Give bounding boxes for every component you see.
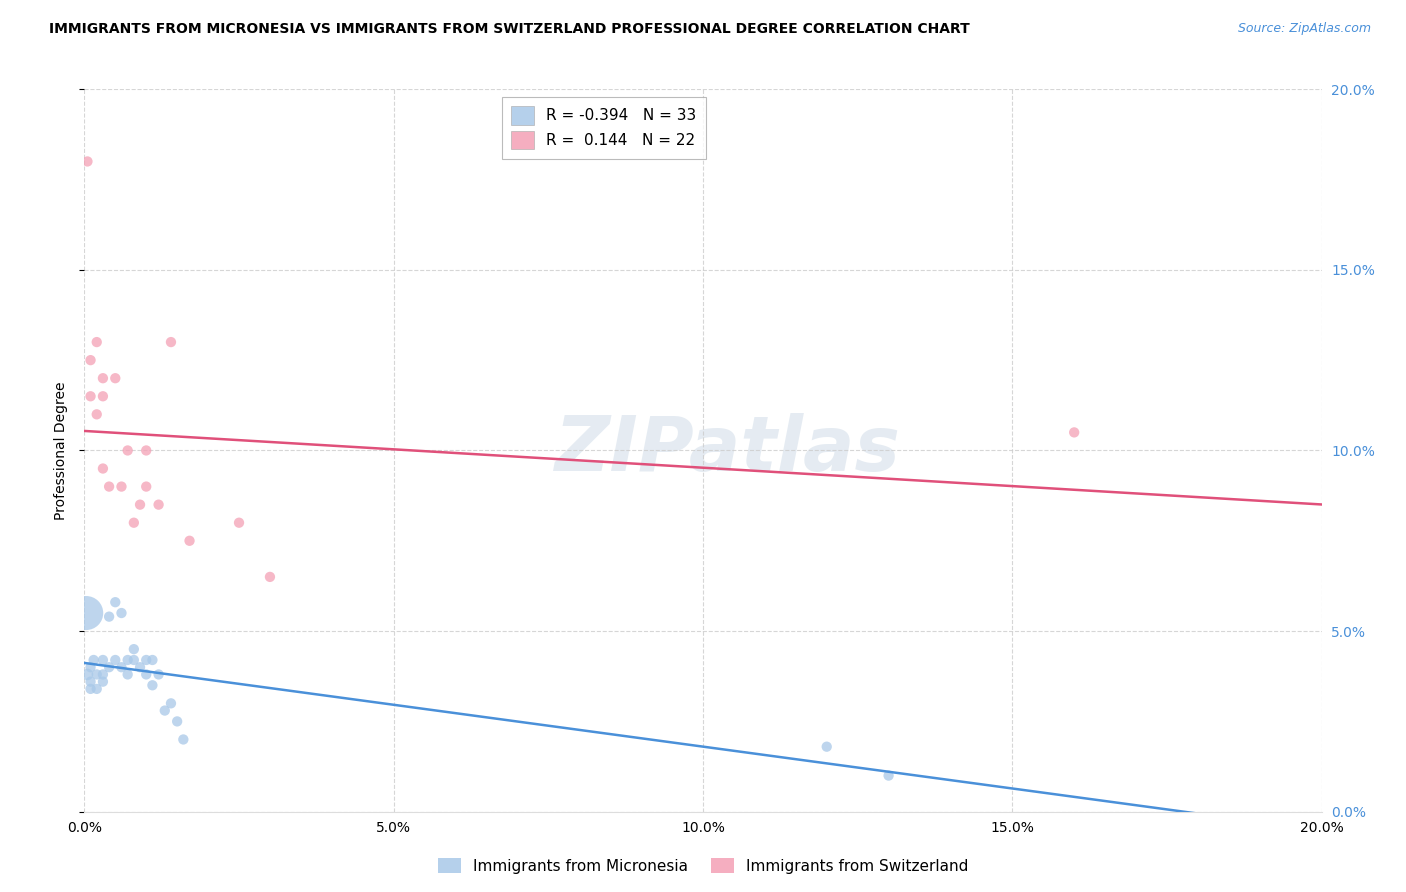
Point <box>135 667 157 681</box>
Point <box>815 739 838 754</box>
Point <box>160 334 183 349</box>
Point <box>148 667 170 681</box>
Point <box>179 533 201 548</box>
Point <box>117 667 139 681</box>
Point <box>76 154 98 169</box>
Point <box>79 389 101 403</box>
Point <box>160 697 183 711</box>
Point <box>91 461 114 475</box>
Point <box>91 389 114 403</box>
Point <box>75 606 97 620</box>
Point <box>141 653 163 667</box>
Point <box>135 480 157 494</box>
Text: ZIPatlas: ZIPatlas <box>555 414 901 487</box>
Point <box>79 681 101 696</box>
Point <box>98 609 121 624</box>
Point <box>877 769 900 783</box>
Point <box>110 480 132 494</box>
Point <box>76 667 98 681</box>
Point <box>117 653 139 667</box>
Point <box>86 681 108 696</box>
Point <box>228 516 250 530</box>
Point <box>91 371 114 385</box>
Text: IMMIGRANTS FROM MICRONESIA VS IMMIGRANTS FROM SWITZERLAND PROFESSIONAL DEGREE CO: IMMIGRANTS FROM MICRONESIA VS IMMIGRANTS… <box>49 22 970 37</box>
Point <box>79 674 101 689</box>
Point <box>135 653 157 667</box>
Point <box>79 353 101 368</box>
Point <box>91 667 114 681</box>
Point <box>129 498 152 512</box>
Point <box>117 443 139 458</box>
Point <box>153 704 176 718</box>
Point <box>86 334 108 349</box>
Legend: R = -0.394   N = 33, R =  0.144   N = 22: R = -0.394 N = 33, R = 0.144 N = 22 <box>502 97 706 159</box>
Point <box>104 371 127 385</box>
Point <box>98 480 121 494</box>
Legend: Immigrants from Micronesia, Immigrants from Switzerland: Immigrants from Micronesia, Immigrants f… <box>432 852 974 880</box>
Point <box>104 595 127 609</box>
Point <box>122 516 145 530</box>
Point <box>98 660 121 674</box>
Point <box>83 653 105 667</box>
Point <box>122 642 145 657</box>
Point <box>86 407 108 422</box>
Point <box>259 570 281 584</box>
Point <box>1063 425 1085 440</box>
Point <box>91 674 114 689</box>
Point <box>141 678 163 692</box>
Point <box>91 653 114 667</box>
Point <box>122 653 145 667</box>
Y-axis label: Professional Degree: Professional Degree <box>55 381 69 520</box>
Text: Source: ZipAtlas.com: Source: ZipAtlas.com <box>1237 22 1371 36</box>
Point <box>129 660 152 674</box>
Point <box>110 660 132 674</box>
Point <box>166 714 188 729</box>
Point <box>86 667 108 681</box>
Point <box>148 498 170 512</box>
Point <box>110 606 132 620</box>
Point <box>104 653 127 667</box>
Point <box>79 660 101 674</box>
Point <box>172 732 194 747</box>
Point <box>135 443 157 458</box>
